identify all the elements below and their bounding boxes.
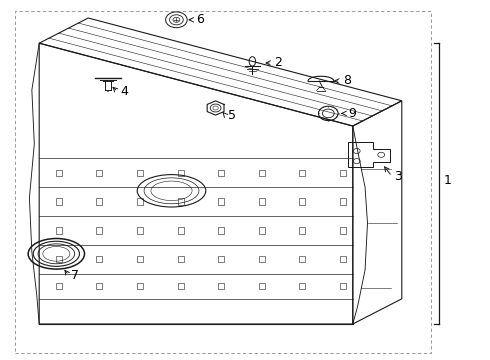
Bar xyxy=(340,256,346,262)
Bar xyxy=(137,227,143,234)
Text: 5: 5 xyxy=(228,109,236,122)
Bar xyxy=(259,256,265,262)
Bar xyxy=(218,283,224,289)
Bar xyxy=(218,256,224,262)
Bar xyxy=(340,227,346,234)
Text: 2: 2 xyxy=(274,57,282,69)
Bar xyxy=(259,198,265,205)
Bar xyxy=(178,256,184,262)
Bar xyxy=(218,198,224,205)
Bar xyxy=(137,256,143,262)
Bar xyxy=(178,198,184,205)
Text: 7: 7 xyxy=(71,269,79,282)
Bar xyxy=(137,283,143,289)
Bar xyxy=(56,170,62,176)
Text: 8: 8 xyxy=(343,75,351,87)
Bar xyxy=(15,11,431,353)
Bar xyxy=(259,283,265,289)
Text: 1: 1 xyxy=(443,174,451,186)
Bar xyxy=(340,198,346,205)
Bar xyxy=(218,170,224,176)
Bar xyxy=(137,198,143,205)
Text: 3: 3 xyxy=(394,170,402,183)
Bar xyxy=(97,198,102,205)
Bar xyxy=(56,283,62,289)
Bar xyxy=(97,227,102,234)
Bar xyxy=(299,170,305,176)
Text: 4: 4 xyxy=(120,85,128,98)
Bar xyxy=(218,227,224,234)
Bar xyxy=(299,198,305,205)
Bar xyxy=(259,227,265,234)
Bar xyxy=(56,198,62,205)
Bar xyxy=(340,283,346,289)
Bar xyxy=(97,170,102,176)
Bar xyxy=(178,227,184,234)
Text: 6: 6 xyxy=(196,13,204,26)
Bar xyxy=(97,283,102,289)
Bar xyxy=(178,283,184,289)
Bar xyxy=(299,283,305,289)
Bar xyxy=(178,170,184,176)
Bar xyxy=(56,256,62,262)
Bar xyxy=(299,227,305,234)
Bar xyxy=(340,170,346,176)
Text: 9: 9 xyxy=(348,107,356,120)
Bar xyxy=(259,170,265,176)
Bar xyxy=(56,227,62,234)
Bar xyxy=(299,256,305,262)
Bar xyxy=(137,170,143,176)
Bar xyxy=(97,256,102,262)
